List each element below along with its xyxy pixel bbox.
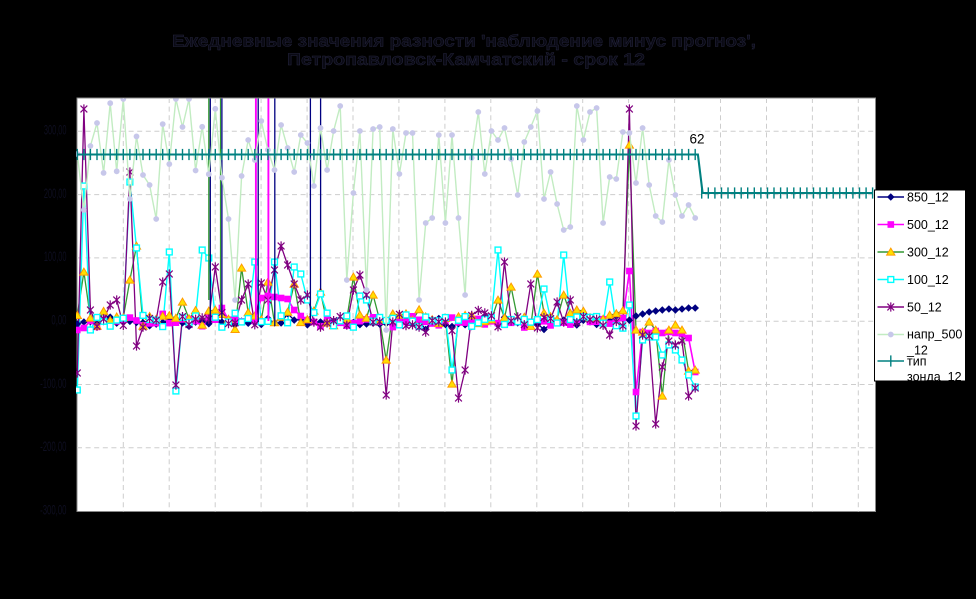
svg-text:50_12: 50_12 [907,301,942,315]
svg-text:0,00: 0,00 [51,313,66,328]
svg-text:100_12: 100_12 [907,273,949,287]
svg-text:62: 62 [689,132,704,147]
svg-text:300,00: 300,00 [44,123,67,138]
svg-text:-100,00: -100,00 [40,376,66,391]
svg-text:200,00: 200,00 [44,186,67,201]
svg-text:-200,00: -200,00 [40,439,66,454]
svg-text:850_12: 850_12 [907,191,949,205]
svg-text:100,00: 100,00 [44,249,67,264]
svg-text:500_12: 500_12 [907,218,949,232]
svg-text:300_12: 300_12 [907,246,949,260]
svg-text:Петропавловск-Камчатский - с: Петропавловск-Камчатский - срок 12 [287,51,645,69]
svg-text:Ежедневные значения разности ': Ежедневные значения разности 'наблюдение… [172,33,756,51]
svg-text:зонда_12: зонда_12 [907,370,962,384]
svg-text:напр_500: напр_500 [907,328,962,342]
svg-text:-300,00: -300,00 [40,502,66,517]
svg-text:_12: _12 [906,344,928,358]
svg-text:тип: тип [907,355,926,369]
